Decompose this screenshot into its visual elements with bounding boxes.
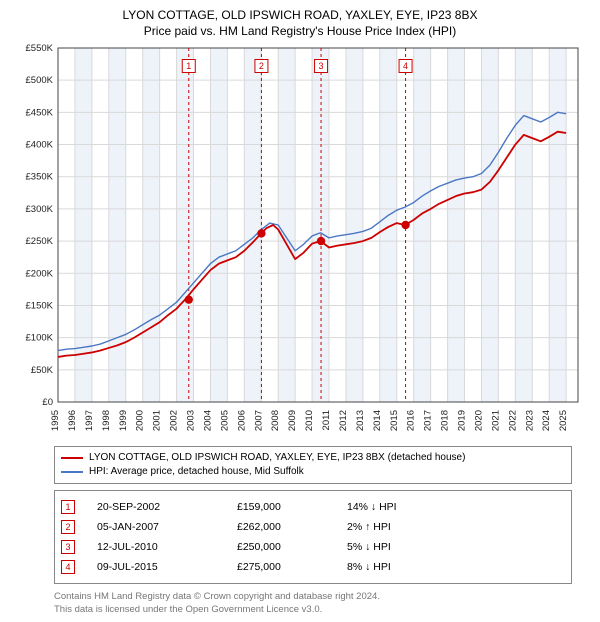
transaction-badge: 3 — [61, 540, 75, 554]
title-block: LYON COTTAGE, OLD IPSWICH ROAD, YAXLEY, … — [10, 8, 590, 38]
svg-text:£50K: £50K — [31, 365, 54, 376]
transaction-price: £250,000 — [237, 537, 347, 557]
svg-text:2015: 2015 — [389, 410, 400, 431]
transaction-price: £262,000 — [237, 517, 347, 537]
svg-text:2017: 2017 — [423, 410, 434, 431]
svg-text:2016: 2016 — [406, 410, 417, 431]
transaction-diff: 14% ↓ HPI — [347, 497, 467, 517]
svg-text:1996: 1996 — [67, 410, 78, 431]
transaction-badge: 1 — [61, 500, 75, 514]
svg-text:2001: 2001 — [152, 410, 163, 431]
svg-text:1: 1 — [186, 61, 191, 71]
svg-text:2024: 2024 — [541, 410, 552, 431]
footer-line2: This data is licensed under the Open Gov… — [54, 603, 572, 616]
svg-text:2002: 2002 — [169, 410, 180, 431]
svg-text:2014: 2014 — [372, 410, 383, 431]
footer: Contains HM Land Registry data © Crown c… — [54, 590, 572, 616]
svg-text:2023: 2023 — [524, 410, 535, 431]
svg-text:£150K: £150K — [26, 300, 54, 311]
svg-text:2004: 2004 — [202, 410, 213, 431]
transaction-badge: 2 — [61, 520, 75, 534]
svg-text:£300K: £300K — [26, 204, 54, 215]
transaction-diff: 5% ↓ HPI — [347, 537, 467, 557]
transaction-row: 1 20-SEP-2002£159,00014% ↓ HPI — [61, 497, 565, 517]
svg-text:2012: 2012 — [338, 410, 349, 431]
transaction-badge: 4 — [61, 560, 75, 574]
transaction-date: 12-JUL-2010 — [97, 537, 237, 557]
svg-text:2: 2 — [259, 61, 264, 71]
transaction-row: 2 05-JAN-2007£262,0002% ↑ HPI — [61, 517, 565, 537]
svg-text:2007: 2007 — [253, 410, 264, 431]
transaction-diff: 8% ↓ HPI — [347, 557, 467, 577]
svg-text:£350K: £350K — [26, 172, 54, 183]
svg-text:2003: 2003 — [186, 410, 197, 431]
svg-text:£450K: £450K — [26, 107, 54, 118]
svg-text:£500K: £500K — [26, 75, 54, 86]
svg-text:1999: 1999 — [118, 410, 129, 431]
transaction-row: 3 12-JUL-2010£250,0005% ↓ HPI — [61, 537, 565, 557]
svg-text:1995: 1995 — [50, 410, 61, 431]
svg-text:£400K: £400K — [26, 140, 54, 151]
transaction-diff: 2% ↑ HPI — [347, 517, 467, 537]
svg-text:2000: 2000 — [135, 410, 146, 431]
svg-text:2022: 2022 — [507, 410, 518, 431]
footer-line1: Contains HM Land Registry data © Crown c… — [54, 590, 572, 603]
svg-text:4: 4 — [403, 61, 408, 71]
svg-text:3: 3 — [319, 61, 324, 71]
svg-text:2019: 2019 — [457, 410, 468, 431]
legend-label: LYON COTTAGE, OLD IPSWICH ROAD, YAXLEY, … — [89, 451, 465, 465]
svg-text:£100K: £100K — [26, 333, 54, 344]
svg-text:2005: 2005 — [219, 410, 230, 431]
transaction-date: 20-SEP-2002 — [97, 497, 237, 517]
legend-swatch — [61, 457, 83, 459]
legend-label: HPI: Average price, detached house, Mid … — [89, 465, 304, 479]
transaction-date: 05-JAN-2007 — [97, 517, 237, 537]
svg-text:1998: 1998 — [101, 410, 112, 431]
transactions-table: 1 20-SEP-2002£159,00014% ↓ HPI 2 05-JAN-200… — [54, 490, 572, 584]
svg-text:2021: 2021 — [490, 410, 501, 431]
transaction-row: 4 09-JUL-2015£275,0008% ↓ HPI — [61, 557, 565, 577]
transaction-price: £159,000 — [237, 497, 347, 517]
svg-text:2008: 2008 — [270, 410, 281, 431]
svg-text:2006: 2006 — [236, 410, 247, 431]
svg-text:£0: £0 — [42, 397, 53, 408]
svg-text:2009: 2009 — [287, 410, 298, 431]
transaction-price: £275,000 — [237, 557, 347, 577]
legend: LYON COTTAGE, OLD IPSWICH ROAD, YAXLEY, … — [54, 446, 572, 484]
svg-text:£550K: £550K — [26, 43, 54, 54]
svg-text:2011: 2011 — [321, 410, 332, 430]
svg-text:2010: 2010 — [304, 410, 315, 431]
svg-text:£200K: £200K — [26, 268, 54, 279]
svg-text:2025: 2025 — [558, 410, 569, 431]
title-subtitle: Price paid vs. HM Land Registry's House … — [10, 24, 590, 38]
svg-text:2013: 2013 — [355, 410, 366, 431]
svg-text:£250K: £250K — [26, 236, 54, 247]
svg-text:2020: 2020 — [473, 410, 484, 431]
svg-text:1997: 1997 — [84, 410, 95, 431]
page: LYON COTTAGE, OLD IPSWICH ROAD, YAXLEY, … — [0, 0, 600, 622]
price-chart: £0 £50K £100K £150K £200K £250K £300K £350K £400… — [10, 42, 590, 442]
svg-text:2018: 2018 — [440, 410, 451, 431]
title-address: LYON COTTAGE, OLD IPSWICH ROAD, YAXLEY, … — [10, 8, 590, 22]
legend-row: LYON COTTAGE, OLD IPSWICH ROAD, YAXLEY, … — [61, 451, 565, 465]
transaction-date: 09-JUL-2015 — [97, 557, 237, 577]
chart-svg: £0 £50K £100K £150K £200K £250K £300K £350K £400… — [10, 42, 590, 442]
legend-swatch — [61, 471, 83, 473]
legend-row: HPI: Average price, detached house, Mid … — [61, 465, 565, 479]
